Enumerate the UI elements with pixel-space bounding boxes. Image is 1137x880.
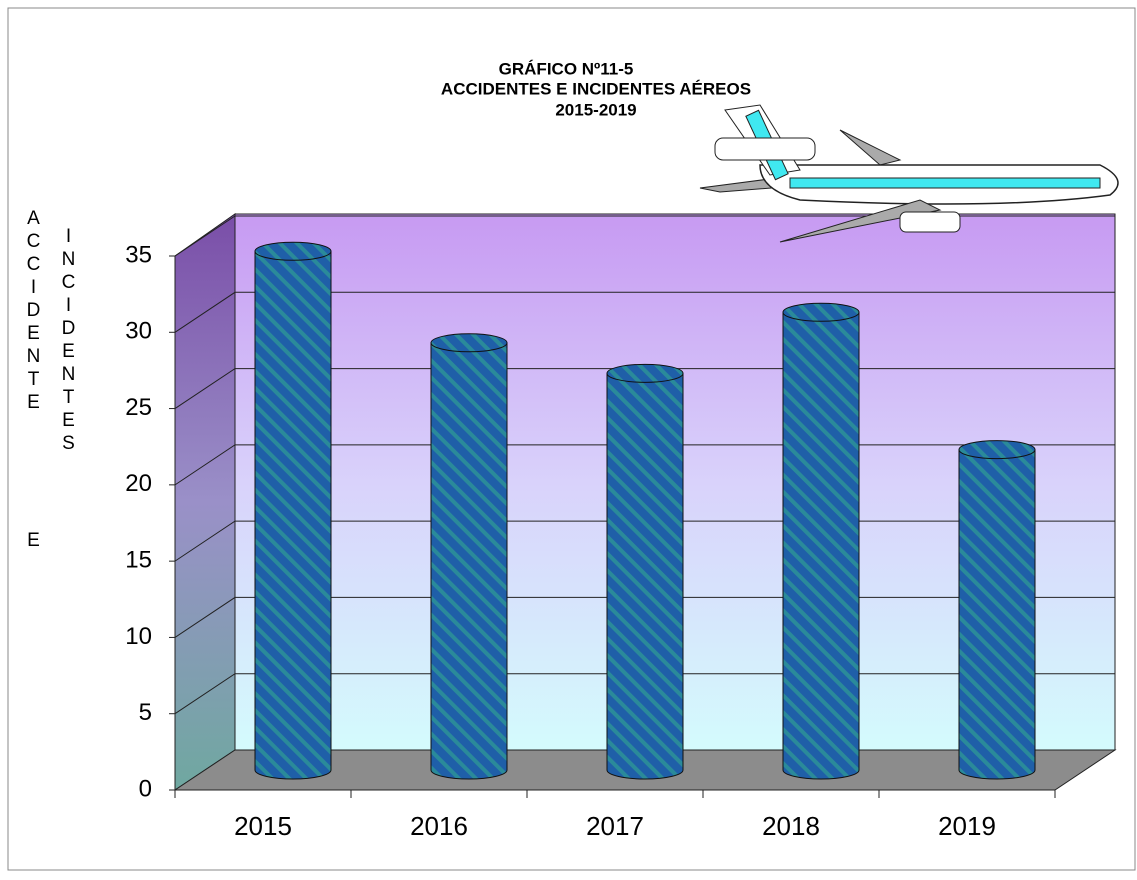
bar-body (254, 250, 332, 780)
y-tick-label: 15 (125, 546, 152, 573)
title-line: ACCIDENTES E INCIDENTES AÉREOS (441, 79, 751, 98)
bar-body (958, 449, 1036, 780)
bar (606, 363, 684, 780)
bar-top (606, 363, 684, 383)
y-axis-label: ACCIDENTE (23, 208, 44, 415)
bar-body (430, 342, 508, 780)
bar (430, 333, 508, 780)
title-line: 2015-2019 (555, 100, 636, 119)
x-tick-label: 2015 (234, 811, 292, 841)
airplane (699, 104, 1119, 243)
y-tick-label: 30 (125, 318, 152, 345)
bar-top (254, 241, 332, 261)
bar-top (430, 333, 508, 353)
bar-body (606, 372, 684, 780)
y-tick-label: 35 (125, 241, 152, 268)
side-wall (174, 213, 236, 791)
title-line: GRÁFICO Nº11-5 (499, 59, 634, 78)
bar (254, 241, 332, 780)
bar (782, 302, 860, 780)
bar (958, 440, 1036, 780)
bar-top (782, 302, 860, 322)
y-axis-label: E (23, 530, 44, 553)
x-tick-label: 2016 (410, 811, 468, 841)
y-tick-label: 10 (125, 623, 152, 650)
grid-line (174, 215, 1115, 257)
y-tick-label: 20 (125, 470, 152, 497)
y-tick-label: 5 (139, 699, 152, 726)
y-tick-label: 0 (139, 775, 152, 802)
y-axis-label: INCIDENTES (58, 226, 79, 456)
x-tick-label: 2019 (938, 811, 996, 841)
bar-body (782, 311, 860, 780)
y-tick-label: 25 (125, 394, 152, 421)
x-tick-label: 2017 (586, 811, 644, 841)
grid-line (174, 291, 1115, 333)
x-tick-label: 2018 (762, 811, 820, 841)
bar-top (958, 440, 1036, 460)
